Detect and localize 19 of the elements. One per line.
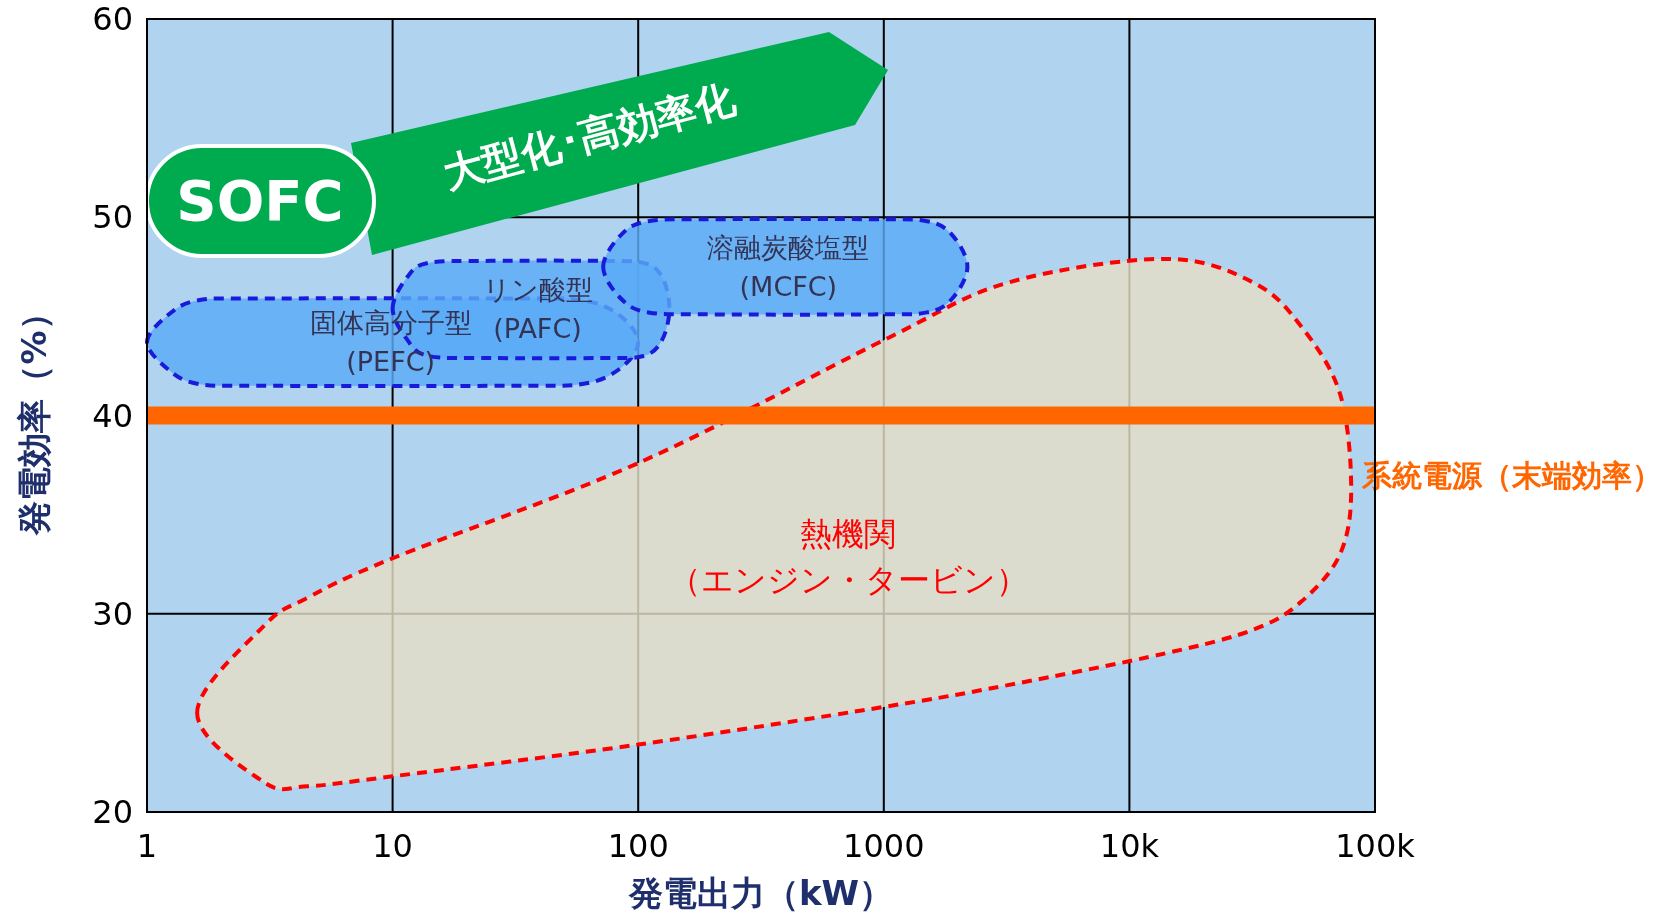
series-label: 溶融炭酸塩型 (MCFC) [707, 231, 870, 302]
x-tick-label: 100k [1335, 827, 1416, 865]
annotation: SOFC [176, 168, 344, 233]
x-tick-label: 10k [1099, 827, 1160, 865]
series-label: リン酸型 (PAFC) [482, 273, 593, 345]
y-tick-label: 40 [92, 396, 133, 435]
y-axis-title: 発電効率（%） [14, 296, 54, 536]
series-label: 熱機関（エンジン・タービン） [668, 514, 1028, 600]
y-tick-label: 30 [92, 594, 133, 633]
x-tick-label: 1000 [843, 827, 925, 865]
x-axis-title: 発電出力（kW） [627, 873, 894, 913]
series-label: 固体高分子型 (PEFC) [309, 307, 472, 378]
annotation: 大型化･高効率化 [438, 74, 741, 198]
x-tick-label: 1 [136, 827, 158, 865]
y-tick-label: 20 [92, 793, 133, 831]
y-tick-label: 60 [92, 0, 133, 38]
x-tick-label: 10 [372, 827, 413, 865]
x-tick-label: 100 [607, 827, 669, 865]
y-tick-label: 50 [92, 198, 133, 237]
